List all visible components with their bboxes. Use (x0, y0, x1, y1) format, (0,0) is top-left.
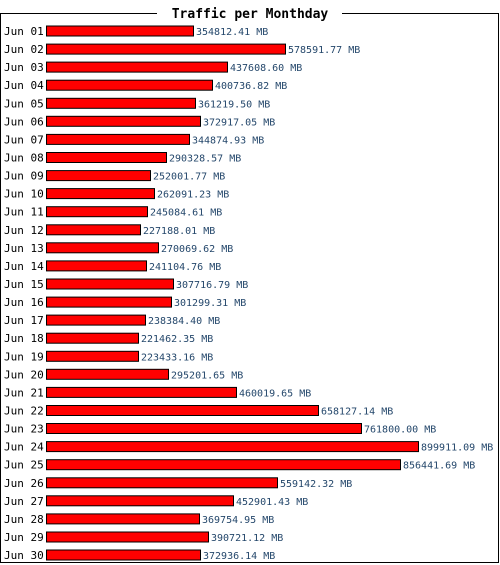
bar (46, 513, 200, 525)
category-label: Jun 02 (4, 43, 44, 56)
bar (46, 260, 147, 272)
data-label: 221462.35 MB (141, 334, 213, 345)
chart-title-backdrop (157, 5, 342, 21)
bar (46, 368, 169, 380)
data-label: 295201.65 MB (171, 370, 243, 381)
bar (46, 224, 141, 236)
category-label: Jun 13 (4, 242, 44, 255)
data-label: 372936.14 MB (203, 551, 275, 562)
category-label: Jun 15 (4, 278, 44, 291)
category-label: Jun 12 (4, 224, 44, 237)
bar (46, 441, 419, 453)
category-label: Jun 25 (4, 459, 44, 472)
bar (46, 61, 228, 73)
data-label: 270069.62 MB (161, 244, 233, 255)
bar (46, 152, 167, 163)
data-label: 344874.93 MB (192, 135, 264, 146)
data-label: 354812.41 MB (196, 27, 268, 38)
category-label: Jun 19 (4, 350, 44, 363)
data-label: 223433.16 MB (141, 352, 213, 363)
chart-marks: Jun 01 354812.41 MB Jun 02 578591.77 MB Jun … (4, 25, 493, 562)
data-label: 252001.77 MB (153, 172, 225, 183)
data-label: 369754.95 MB (202, 515, 274, 526)
chart-title: Traffic per Monthday (172, 7, 329, 22)
data-label: 437608.60 MB (230, 63, 302, 74)
category-label: Jun 30 (4, 549, 44, 562)
data-label: 262091.23 MB (157, 190, 229, 201)
bar (46, 79, 213, 91)
data-label: 307716.79 MB (176, 280, 248, 291)
bar (46, 206, 148, 218)
category-label: Jun 27 (4, 495, 44, 508)
data-label: 361219.50 MB (198, 99, 270, 110)
bar (46, 386, 237, 398)
bar (46, 423, 362, 434)
category-label: Jun 24 (4, 441, 44, 454)
bar (46, 459, 401, 471)
bar (46, 296, 172, 308)
bar (46, 25, 194, 37)
category-label: Jun 23 (4, 423, 44, 436)
category-label: Jun 29 (4, 531, 44, 544)
bar (46, 242, 159, 254)
bar (46, 350, 139, 362)
category-label: Jun 06 (4, 115, 44, 128)
data-label: 761800.00 MB (364, 425, 436, 436)
data-label: 856441.69 MB (403, 461, 475, 472)
bar (46, 115, 201, 127)
category-label: Jun 05 (4, 97, 44, 110)
bar (46, 278, 174, 290)
category-label: Jun 03 (4, 61, 44, 74)
data-label: 390721.12 MB (211, 533, 283, 544)
bar (46, 97, 196, 109)
category-label: Jun 14 (4, 260, 44, 273)
data-label: 452901.43 MB (236, 497, 308, 508)
data-label: 227188.01 MB (143, 226, 215, 237)
bar (46, 314, 146, 326)
data-label: 559142.32 MB (280, 479, 352, 490)
category-label: Jun 04 (4, 79, 44, 92)
data-label: 245084.61 MB (150, 208, 222, 219)
category-label: Jun 17 (4, 314, 44, 327)
category-label: Jun 07 (4, 133, 44, 146)
category-label: Jun 16 (4, 296, 44, 309)
bar (46, 477, 278, 489)
bar (46, 133, 190, 145)
bar (46, 495, 234, 507)
data-label: 238384.40 MB (148, 316, 220, 327)
data-label: 241104.76 MB (149, 262, 221, 273)
data-label: 372917.05 MB (203, 117, 275, 128)
category-label: Jun 01 (4, 25, 44, 38)
bar (46, 188, 155, 200)
bar (46, 531, 209, 543)
bar (46, 43, 286, 55)
category-label: Jun 18 (4, 332, 44, 345)
data-label: 578591.77 MB (288, 45, 360, 56)
category-label: Jun 20 (4, 368, 44, 381)
category-label: Jun 22 (4, 405, 44, 418)
bar (46, 405, 319, 416)
data-label: 400736.82 MB (215, 81, 287, 92)
bar (46, 549, 201, 561)
category-label: Jun 09 (4, 170, 44, 183)
category-label: Jun 11 (4, 206, 44, 219)
bar (46, 170, 151, 182)
category-label: Jun 08 (4, 152, 44, 165)
category-label: Jun 21 (4, 386, 44, 399)
data-label: 899911.09 MB (421, 443, 493, 454)
data-label: 301299.31 MB (174, 298, 246, 309)
category-label: Jun 10 (4, 188, 44, 201)
bar (46, 332, 139, 344)
category-label: Jun 28 (4, 513, 44, 526)
data-label: 460019.65 MB (239, 388, 311, 399)
data-label: 290328.57 MB (169, 154, 241, 165)
data-label: 658127.14 MB (321, 407, 393, 418)
category-label: Jun 26 (4, 477, 44, 490)
